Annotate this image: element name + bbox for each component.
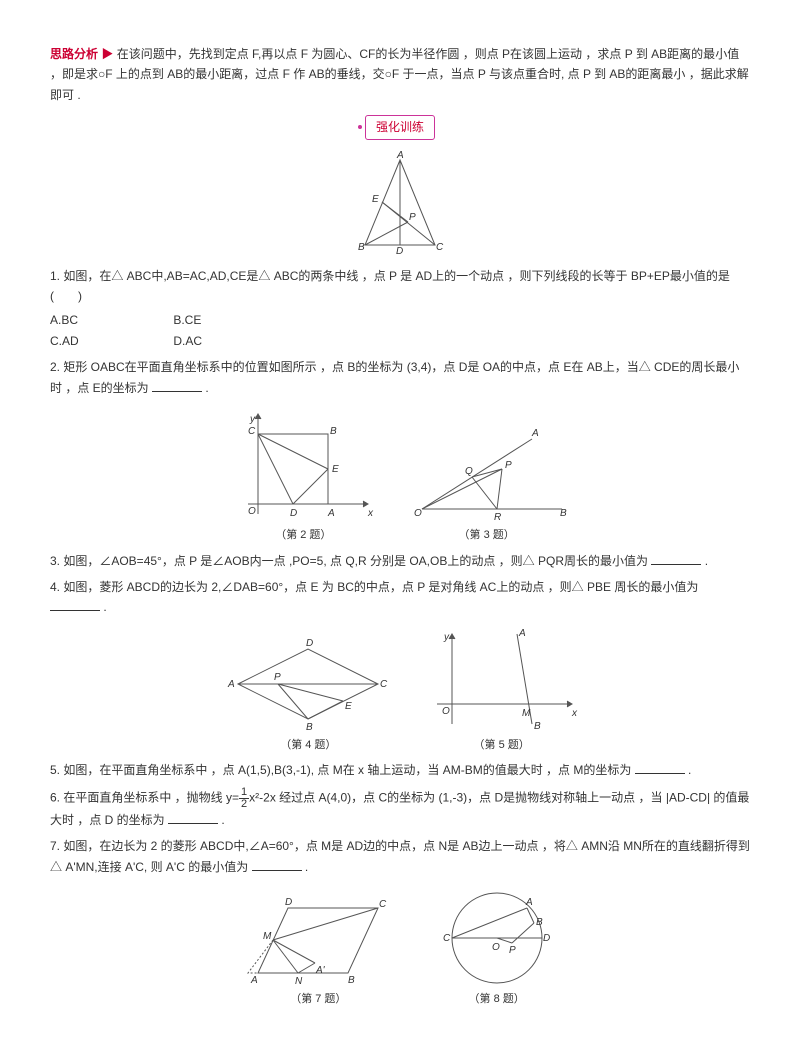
banner-text: 强化训练: [365, 115, 435, 139]
q7-blank: [252, 858, 302, 871]
svg-text:C: C: [443, 933, 451, 944]
svg-text:P: P: [274, 672, 281, 683]
svg-text:D: D: [285, 897, 292, 908]
q2-text: 2. 矩形 OABC在平面直角坐标系中的位置如图所示 ，点 B的坐标为 (3,4…: [50, 357, 750, 398]
q1-options: A.BC B.CE C.AD D.AC: [50, 310, 750, 351]
q7-figure: D C A B M N A' （第 7 题）: [233, 893, 403, 1009]
svg-text:A: A: [396, 150, 404, 161]
svg-text:A: A: [518, 628, 526, 639]
svg-text:R: R: [494, 512, 501, 523]
q2-blank: [152, 379, 202, 392]
q1-figure: A B C D E P: [50, 150, 750, 260]
q1-opt-b: B.CE: [173, 310, 293, 330]
svg-text:P: P: [505, 460, 512, 471]
svg-text:A: A: [327, 508, 335, 519]
svg-text:C: C: [248, 426, 256, 437]
svg-text:A: A: [531, 428, 539, 439]
q6-fraction: 12: [239, 787, 249, 810]
svg-text:A': A': [315, 965, 326, 976]
analysis-paragraph: 思路分析 ▶ 在该问题中，先找到定点 F,再以点 F 为圆心、CF的长为半径作圆…: [50, 44, 750, 105]
q5-blank: [635, 761, 685, 774]
svg-text:B: B: [330, 426, 337, 437]
svg-text:B: B: [358, 242, 365, 253]
svg-text:D: D: [290, 508, 297, 519]
svg-text:y: y: [249, 414, 256, 425]
svg-text:E: E: [372, 194, 379, 205]
svg-text:D: D: [396, 246, 403, 257]
svg-text:B: B: [348, 975, 355, 986]
q1-opt-d: D.AC: [173, 331, 293, 351]
q3-blank: [651, 552, 701, 565]
q2-caption: （第 2 题）: [228, 526, 378, 545]
q8-caption: （第 8 题）: [427, 990, 567, 1009]
svg-text:A: A: [250, 975, 258, 986]
svg-text:N: N: [295, 976, 303, 987]
section-banner: 强化训练: [50, 115, 750, 139]
analysis-arrow-icon: ▶: [101, 47, 113, 61]
svg-text:Q: Q: [465, 466, 473, 477]
svg-text:O: O: [248, 506, 256, 517]
q4-blank: [50, 598, 100, 611]
q5-text: 5. 如图，在平面直角坐标系中 ，点 A(1,5),B(3,-1), 点 M在 …: [50, 760, 750, 780]
svg-text:B: B: [560, 508, 567, 519]
q4-text: 4. 如图，菱形 ABCD的边长为 2,∠DAB=60°，点 E 为 BC的中点…: [50, 577, 750, 618]
svg-text:B: B: [306, 722, 313, 733]
svg-text:P: P: [509, 945, 516, 956]
q1-text: 1. 如图，在△ ABC中,AB=AC,AD,CE是△ ABC的两条中线 ，点 …: [50, 266, 750, 307]
q3-caption: （第 3 题）: [402, 526, 572, 545]
svg-text:D: D: [543, 933, 550, 944]
q5-figure: O x y A B M （第 5 题）: [422, 624, 582, 755]
svg-text:D: D: [306, 638, 313, 649]
q6-blank: [168, 811, 218, 824]
q2-figure: y C B E O D A x （第 2 题）: [228, 404, 378, 545]
svg-text:x: x: [367, 508, 374, 519]
analysis-text: 在该问题中，先找到定点 F,再以点 F 为圆心、CF的长为半径作圆 ，则点 P在…: [50, 47, 749, 102]
svg-text:B: B: [534, 721, 541, 732]
q7-caption: （第 7 题）: [233, 990, 403, 1009]
svg-text:A: A: [525, 897, 533, 908]
q7-text: 7. 如图，在边长为 2 的菱形 ABCD中,∠A=60°，点 M是 AD边的中…: [50, 836, 750, 877]
svg-text:C: C: [436, 242, 444, 253]
svg-text:P: P: [409, 212, 416, 223]
svg-text:E: E: [332, 464, 339, 475]
svg-text:A: A: [227, 679, 235, 690]
svg-text:x: x: [571, 708, 578, 719]
svg-text:M: M: [522, 708, 531, 719]
q6-text: 6. 在平面直角坐标系中 ，抛物线 y=12x²-2x 经过点 A(4,0)，点…: [50, 787, 750, 830]
svg-text:O: O: [414, 508, 422, 519]
q1-opt-a: A.BC: [50, 310, 170, 330]
svg-text:y: y: [443, 632, 450, 643]
svg-text:O: O: [442, 706, 450, 717]
q3-text: 3. 如图，∠AOB=45°，点 P 是∠AOB内一点 ,PO=5, 点 Q,R…: [50, 551, 750, 571]
q4-caption: （第 4 题）: [218, 736, 398, 755]
q5-caption: （第 5 题）: [422, 736, 582, 755]
q1-svg: A B C D E P: [340, 150, 460, 260]
q3-figure: O B A P Q R （第 3 题）: [402, 424, 572, 545]
svg-text:C: C: [379, 899, 387, 910]
svg-text:M: M: [263, 931, 272, 942]
svg-text:C: C: [380, 679, 388, 690]
svg-text:O: O: [492, 942, 500, 953]
svg-text:B: B: [536, 917, 543, 928]
q4-figure: A D C B P E （第 4 题）: [218, 634, 398, 755]
q8-figure: C D A B O P （第 8 题）: [427, 883, 567, 1009]
q1-opt-c: C.AD: [50, 331, 170, 351]
svg-text:E: E: [345, 701, 352, 712]
analysis-label: 思路分析: [50, 47, 98, 61]
